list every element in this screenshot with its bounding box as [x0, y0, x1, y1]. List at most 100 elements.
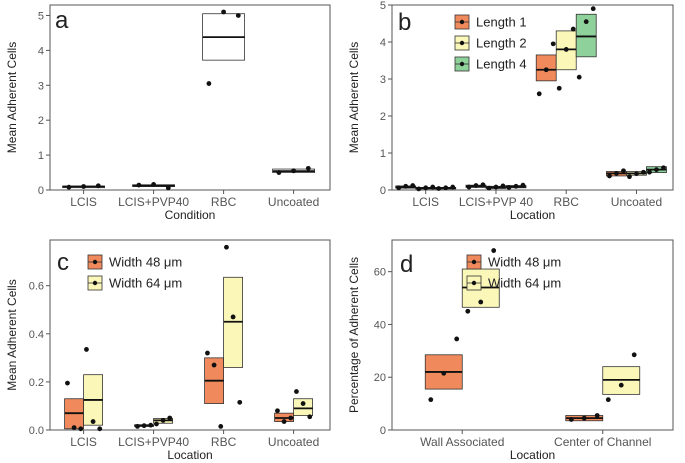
data-point: [641, 169, 646, 175]
x-tick-label-lcis: LCIS: [70, 195, 97, 209]
data-point: [486, 185, 492, 191]
data-point: [478, 299, 484, 305]
data-point: [165, 185, 171, 191]
y-tick-label: 2: [38, 115, 44, 127]
data-point: [403, 183, 409, 189]
y-tick-label: 0.4: [29, 329, 44, 341]
x-tick-label-uncoated: Uncoated: [268, 435, 319, 449]
box-series-uncoated: [272, 165, 316, 175]
x-axis-title: Location: [167, 448, 212, 462]
y-tick-label: 2: [380, 111, 386, 123]
data-point: [621, 168, 626, 174]
data-point: [661, 165, 666, 171]
data-point: [205, 350, 210, 356]
y-tick-label: 4: [38, 45, 44, 57]
data-point: [154, 421, 159, 427]
box-body: [293, 398, 314, 416]
y-tick-label: 60: [374, 267, 386, 279]
data-point: [235, 13, 241, 18]
data-point: [618, 382, 624, 388]
box-width-48-m-wall-associated: [424, 336, 463, 403]
data-point: [506, 185, 512, 190]
box-width-64-m-uncoated: [293, 389, 314, 420]
box-width-48-m-lcis: [64, 380, 84, 432]
data-point: [627, 174, 632, 180]
x-tick-label-wall-associated: Wall Associated: [420, 435, 504, 449]
data-point: [206, 81, 212, 86]
legend-label: Width 64 μm: [109, 276, 182, 291]
panel-label: a: [55, 7, 69, 34]
data-point: [614, 170, 619, 176]
x-tick-label-lcis-pvp40: LCIS+PVP40: [118, 435, 189, 449]
data-point: [631, 352, 637, 358]
y-tick-label: 3: [38, 80, 44, 92]
data-point: [480, 182, 486, 188]
y-tick-label: 4: [380, 37, 386, 49]
legend-item-width-48-m: Width 48 μm: [466, 255, 561, 270]
legend-swatch-dot: [92, 259, 98, 265]
legend-swatch-dot: [459, 61, 465, 67]
legend-item-length-1: Length 1: [454, 15, 527, 30]
panel-b: b 0 1 2 3 4 5 LCIS LCIS+PVP 40 RBC Uncoated Locatio…: [347, 0, 674, 222]
data-point: [550, 41, 556, 47]
data-point: [95, 183, 101, 189]
panel-label: b: [398, 9, 411, 36]
legend-label: Length 1: [476, 15, 527, 30]
box-length-4-rbc: [575, 6, 597, 80]
panel-a: a 0 1 2 3 4 5 LCIS LCIS+PVP40 RBC Uncoated Conditio…: [5, 4, 331, 222]
data-point: [71, 425, 77, 430]
y-tick-label: 1: [38, 150, 44, 162]
data-point: [221, 9, 227, 15]
data-point: [167, 415, 173, 421]
data-point: [543, 67, 549, 73]
data-point: [218, 423, 224, 429]
data-point: [493, 184, 499, 190]
legend-label: Width 48 μm: [488, 255, 561, 270]
data-point: [275, 408, 280, 414]
box-series-lcis-pvp40: [132, 182, 176, 191]
data-point: [454, 336, 460, 342]
data-point: [500, 183, 506, 189]
data-point: [416, 186, 422, 192]
data-point: [305, 165, 311, 171]
data-point: [654, 167, 659, 173]
data-point: [423, 185, 429, 191]
box-width-64-m-lcis: [83, 347, 103, 432]
box-width-48-m-rbc: [204, 350, 225, 429]
y-axis-title: Mean Adherent Cells: [5, 279, 19, 390]
data-point: [607, 173, 612, 179]
data-point: [136, 182, 142, 188]
panel-c: c 0.0 0.2 0.4 0.6 LCIS LCIS+PVP40 RBC Uncoated Lo…: [5, 239, 331, 462]
panel-d: d 0 20 40 60 Wall Associated Center of Channel…: [347, 239, 674, 462]
data-point: [148, 422, 154, 428]
data-point: [81, 184, 86, 189]
y-tick-label: 40: [374, 319, 386, 331]
y-tick-label: 0: [380, 185, 386, 197]
data-point: [135, 423, 140, 429]
legend-swatch-dot: [92, 280, 98, 286]
data-point: [443, 185, 449, 191]
x-tick-label-center-of-channel: Center of Channel: [554, 435, 651, 449]
legend-item-width-64-m: Width 64 μm: [87, 276, 182, 291]
panel-label: d: [400, 251, 413, 278]
data-point: [441, 370, 447, 376]
y-tick-label: 3: [380, 74, 386, 86]
data-point: [430, 184, 436, 190]
x-tick-label-lcis-pvp-40: LCIS+PVP 40: [459, 195, 533, 209]
data-point: [84, 347, 89, 352]
legend-label: Width 64 μm: [488, 276, 561, 291]
box-width-48-m-center-of-channel: [565, 413, 604, 422]
x-tick-label-uncoated: Uncoated: [611, 195, 662, 209]
plot-frame: [49, 239, 331, 431]
legend-item-width-64-m: Width 64 μm: [466, 276, 561, 291]
legend-label: Length 4: [476, 57, 527, 72]
y-tick-label: 0.6: [29, 281, 44, 293]
data-point: [634, 171, 639, 177]
data-point: [160, 417, 166, 423]
data-point: [473, 183, 479, 188]
data-point: [581, 415, 587, 421]
box-length-1-lcis-pvp-40: [465, 182, 487, 190]
x-axis-title: Condition: [165, 208, 216, 222]
box-length-4-uncoated: [646, 165, 667, 175]
data-point: [520, 182, 526, 188]
